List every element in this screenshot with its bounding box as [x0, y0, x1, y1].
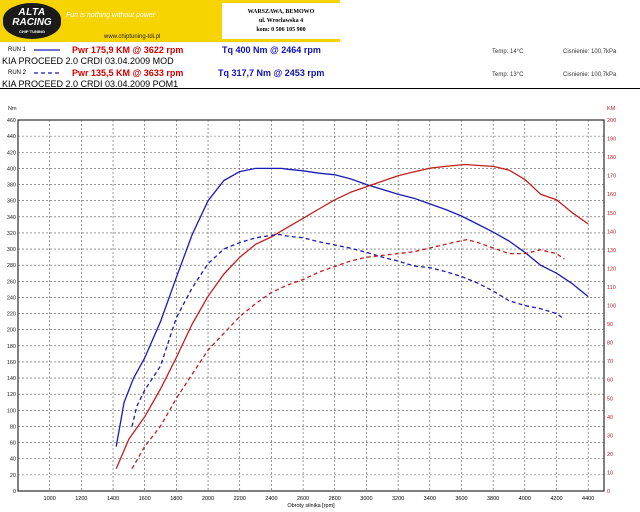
plot-frame [17, 119, 605, 492]
header-separator [0, 88, 640, 89]
run1-pressure: Cisnienie: 100,7kPa [563, 49, 617, 55]
series-run-1-torque-line [115, 167, 589, 447]
y-left-tick-label: 340 [7, 215, 16, 221]
y-right-tick-label: 0 [607, 489, 610, 495]
x-tick-label: 1200 [75, 496, 87, 502]
y-left-tick-label: 80 [10, 424, 16, 430]
run1-description: KIA PROCEED 2.0 CRDI 03.04.2009 MOD [2, 56, 174, 66]
y-left-tick-label: 40 [10, 457, 16, 463]
logo-text-line3: CHIP TUNING [19, 29, 45, 34]
logo-text-line2: RACING [12, 17, 52, 28]
x-tick-label: 2000 [202, 496, 214, 502]
x-tick-label: 3800 [487, 496, 499, 502]
series-run-2-torque-line [131, 233, 565, 427]
y-left-tick-label: 20 [10, 473, 16, 479]
run1-torque: Tq 400 Nm @ 2464 rpm [222, 45, 321, 55]
y-left-axis-label: Nm [8, 106, 17, 112]
series-run-1-power-line [115, 163, 589, 469]
y-right-tick-label: 120 [607, 266, 616, 272]
run2-temp: Temp: 13°C [492, 72, 524, 78]
alta-racing-logo: ALTA RACING CHIP TUNING [3, 3, 61, 39]
website-url: www.chiptuning-tdi.pl [104, 34, 161, 40]
dyno-chart: 0204060801001201401601802002202402602803… [7, 106, 616, 509]
y-left-tick-label: 60 [10, 441, 16, 447]
y-right-tick-label: 200 [607, 118, 616, 124]
y-right-tick-label: 100 [607, 304, 616, 310]
y-right-tick-label: 70 [607, 359, 613, 365]
run1-power: Pwr 175,9 KM @ 3622 rpm [72, 45, 184, 55]
y-right-axis-label: KM [607, 106, 616, 112]
address-line1: WARSZAWA, BEMOWO [247, 9, 315, 15]
y-left-tick-label: 180 [7, 344, 16, 350]
x-tick-label: 3200 [392, 496, 404, 502]
x-tick-label: 1800 [170, 496, 182, 502]
y-right-tick-label: 130 [607, 248, 616, 254]
x-tick-label: 4400 [582, 496, 594, 502]
y-right-tick-label: 80 [607, 341, 613, 347]
x-tick-label: 3000 [360, 496, 372, 502]
y-right-tick-label: 190 [607, 137, 616, 143]
y-left-tick-label: 360 [7, 199, 16, 205]
y-right-tick-label: 180 [607, 155, 616, 161]
y-right-tick-label: 160 [607, 192, 616, 198]
y-right-tick-label: 20 [607, 452, 613, 458]
y-right-tick-label: 170 [607, 174, 616, 180]
y-left-tick-label: 260 [7, 279, 16, 285]
y-left-tick-label: 140 [7, 376, 16, 382]
x-tick-label: 3600 [455, 496, 467, 502]
run2-line-swatch [34, 72, 60, 74]
address-box: WARSZAWA, BEMOWO ul. Wrocławska 4 kom: 0… [222, 3, 340, 39]
run2-power: Pwr 135,5 KM @ 3633 rpm [72, 68, 184, 78]
y-left-tick-label: 400 [7, 166, 16, 172]
y-left-tick-label: 220 [7, 312, 16, 318]
y-left-tick-label: 420 [7, 150, 16, 156]
run2-description: KIA PROCEED 2.0 CRDI 03.04.2009 POM1 [2, 79, 179, 89]
run1-temp: Temp: 14°C [492, 49, 524, 55]
x-tick-label: 2800 [329, 496, 341, 502]
y-right-tick-label: 140 [607, 229, 616, 235]
y-left-tick-label: 200 [7, 328, 16, 334]
x-tick-label: 2200 [234, 496, 246, 502]
run2-label: RUN 2 [8, 70, 27, 76]
x-tick-label: 1600 [139, 496, 151, 502]
y-right-tick-label: 30 [607, 433, 613, 439]
y-left-tick-label: 280 [7, 263, 16, 269]
y-right-tick-label: 90 [607, 322, 613, 328]
y-left-tick-label: 0 [13, 489, 16, 495]
y-left-tick-label: 460 [7, 118, 16, 124]
x-tick-label: 1000 [44, 496, 56, 502]
run2-torque: Tq 317,7 Nm @ 2453 rpm [218, 68, 325, 78]
y-left-tick-label: 160 [7, 360, 16, 366]
x-tick-label: 2400 [265, 496, 277, 502]
y-right-tick-label: 40 [607, 415, 613, 421]
y-right-tick-label: 50 [607, 396, 613, 402]
y-right-tick-label: 110 [607, 285, 616, 291]
series-run-2-power-line [131, 238, 565, 470]
header-banner: ALTA RACING CHIP TUNING Fun is nothing w… [0, 0, 340, 42]
y-left-tick-label: 100 [7, 408, 16, 414]
y-left-tick-label: 380 [7, 183, 16, 189]
x-tick-label: 4200 [550, 496, 562, 502]
y-left-tick-label: 120 [7, 392, 16, 398]
run1-label: RUN 1 [8, 47, 27, 53]
y-left-tick-label: 440 [7, 134, 16, 140]
tagline: Fun is nothing without power [66, 12, 156, 19]
y-left-tick-label: 320 [7, 231, 16, 237]
x-axis-label: Obroty silnika [rpm] [287, 503, 335, 509]
logo-text-line1: ALTA [18, 7, 46, 18]
x-tick-label: 3400 [424, 496, 436, 502]
y-right-tick-label: 150 [607, 211, 616, 217]
x-tick-label: 2600 [297, 496, 309, 502]
y-left-tick-label: 300 [7, 247, 16, 253]
run1-line-swatch [34, 49, 60, 51]
y-right-tick-label: 10 [607, 470, 613, 476]
x-tick-label: 4000 [519, 496, 531, 502]
address-line2: ul. Wrocławska 4 [258, 18, 304, 24]
address-line3: kom: 0 506 105 900 [256, 27, 306, 33]
x-tick-label: 1400 [107, 496, 119, 502]
y-right-tick-label: 60 [607, 378, 613, 384]
y-left-tick-label: 240 [7, 295, 16, 301]
run2-pressure: Cisnienie: 100,7kPa [563, 72, 617, 78]
